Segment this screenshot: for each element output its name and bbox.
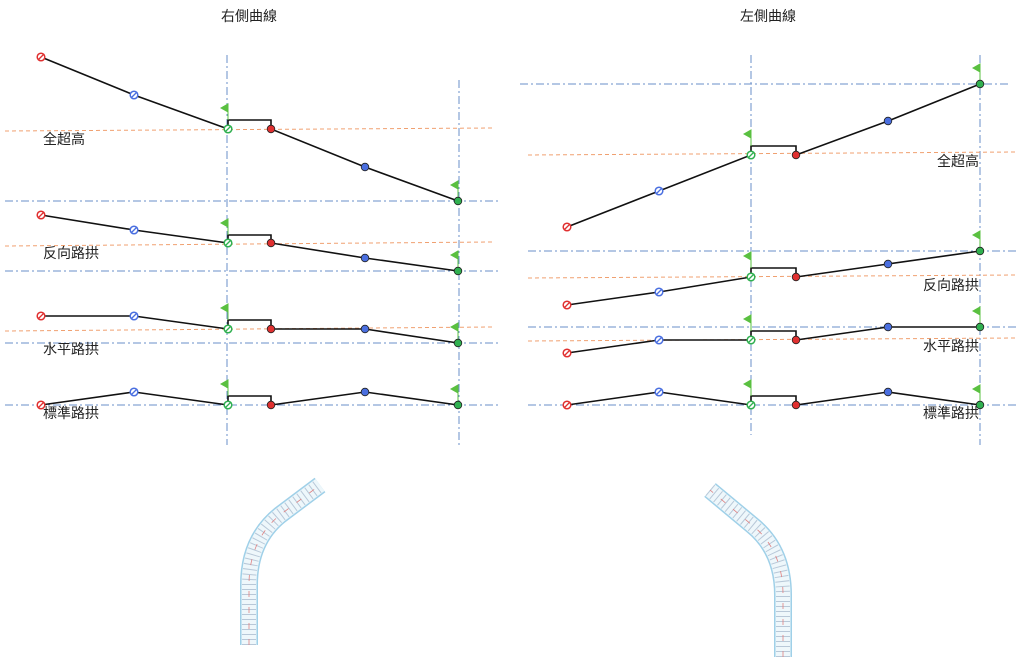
hatch [225, 326, 231, 332]
vertex [266, 238, 276, 248]
hatch [656, 188, 662, 194]
vertex [453, 266, 463, 276]
vertex [266, 124, 276, 134]
flag [449, 250, 459, 267]
vertex [883, 116, 893, 126]
panel-title: 右側曲線 [221, 9, 277, 25]
road-center [248, 484, 321, 645]
hatch [564, 350, 570, 356]
hatch [131, 92, 137, 98]
hatch [656, 389, 662, 395]
vertex [975, 79, 985, 89]
hatch [38, 402, 44, 408]
flag [971, 63, 981, 80]
profile-label: 反向路拱 [923, 278, 979, 294]
vertex [975, 322, 985, 332]
hatch [564, 402, 570, 408]
vertex [360, 162, 370, 172]
flag [219, 103, 229, 120]
vertex [453, 400, 463, 410]
profile-label: 標準路拱 [43, 406, 99, 422]
profile-line [566, 83, 981, 228]
flag [449, 180, 459, 197]
hatch [564, 302, 570, 308]
flag [971, 384, 981, 401]
flag [449, 322, 459, 339]
vertex [791, 400, 801, 410]
vertex [975, 246, 985, 256]
hatch [131, 313, 137, 319]
profile-line [566, 391, 981, 406]
hatch [225, 126, 231, 132]
hatch [748, 402, 754, 408]
panel-title: 左側曲線 [740, 9, 796, 25]
hatch [131, 389, 137, 395]
vertex [975, 400, 985, 410]
vertex [453, 196, 463, 206]
profile-label: 反向路拱 [43, 246, 99, 262]
flag [742, 129, 752, 146]
vertex [791, 335, 801, 345]
hatch [38, 313, 44, 319]
profile-label: 水平路拱 [43, 342, 99, 358]
vertex [360, 387, 370, 397]
offset-line [4, 326, 493, 332]
profile-line [40, 56, 459, 202]
profile-label: 全超高 [937, 153, 979, 170]
hatch [131, 227, 137, 233]
vertex [360, 324, 370, 334]
flag [219, 303, 229, 320]
hatch [748, 337, 754, 343]
vertex [791, 272, 801, 282]
vertex [266, 400, 276, 410]
profile-label: 標準路拱 [923, 406, 979, 422]
offset-line [527, 274, 1017, 279]
vertex [883, 259, 893, 269]
flag [742, 314, 752, 331]
hatch [38, 212, 44, 218]
hatch [225, 402, 231, 408]
profile-line [40, 391, 459, 406]
vertex [266, 324, 276, 334]
vertex [883, 387, 893, 397]
flag [219, 218, 229, 235]
profile-line [566, 250, 981, 306]
offset-line [4, 127, 493, 132]
hatch [748, 274, 754, 280]
profile-line [40, 214, 459, 272]
offset-line [527, 337, 1017, 342]
flag [449, 384, 459, 401]
hatch [38, 54, 44, 60]
hatch [225, 240, 231, 246]
vertex [883, 322, 893, 332]
profile-label: 水平路拱 [923, 339, 979, 355]
vertex [360, 253, 370, 263]
hatch [656, 289, 662, 295]
hatch [564, 224, 570, 230]
flag [219, 379, 229, 396]
flag [971, 306, 981, 323]
hatch [656, 337, 662, 343]
profile-line [566, 326, 980, 354]
flag [742, 251, 752, 268]
vertex [453, 338, 463, 348]
profile-label: 全超高 [43, 131, 85, 148]
offset-line [527, 151, 1017, 156]
profile-line [41, 315, 459, 344]
road-center [709, 489, 784, 657]
flag [742, 379, 752, 396]
flag [971, 230, 981, 247]
vertex [791, 150, 801, 160]
hatch [748, 152, 754, 158]
